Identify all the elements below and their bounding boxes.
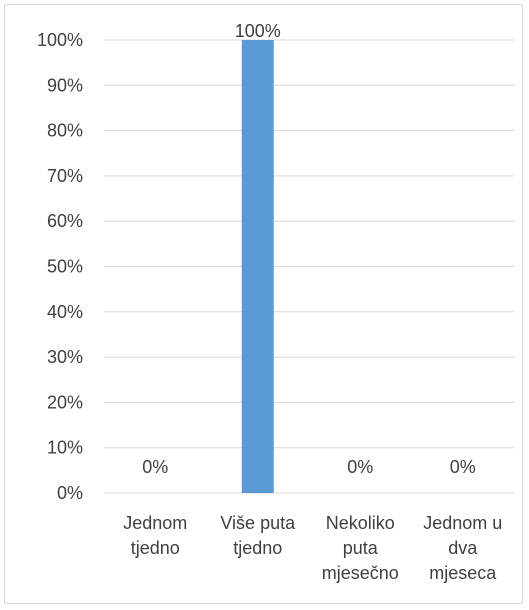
bar (241, 40, 274, 493)
bars (241, 40, 274, 493)
x-category-label: Više puta tjedno (220, 513, 296, 558)
y-tick-label: 100% (37, 30, 83, 50)
data-label: 100% (235, 21, 281, 41)
x-category-label: Nekoliko puta mjesečno (322, 513, 399, 583)
y-tick-label: 10% (47, 438, 83, 458)
y-tick-label: 30% (47, 347, 83, 367)
x-category-label: Jednom u dva mjeseca (423, 513, 502, 583)
x-axis-category-labels: Jednom tjedno Više puta tjedno Nekoliko puta m… (123, 513, 502, 583)
data-label: 0% (450, 457, 476, 477)
y-tick-label: 50% (47, 257, 83, 277)
y-tick-label: 40% (47, 302, 83, 322)
data-label: 0% (347, 457, 373, 477)
data-labels: 0% 100% 0% 0% (142, 21, 476, 477)
gridlines (104, 39, 514, 494)
y-tick-label: 60% (47, 211, 83, 231)
data-label: 0% (142, 457, 168, 477)
y-tick-label: 70% (47, 166, 83, 186)
y-axis-tick-labels: 0% 10% 20% 30% 40% 50% 60% 70% 80% 90% 100% (37, 30, 83, 503)
y-tick-label: 80% (47, 121, 83, 141)
x-category-label: Jednom tjedno (123, 513, 187, 558)
y-tick-label: 90% (47, 75, 83, 95)
y-tick-label: 0% (57, 483, 83, 503)
y-tick-label: 20% (47, 392, 83, 412)
